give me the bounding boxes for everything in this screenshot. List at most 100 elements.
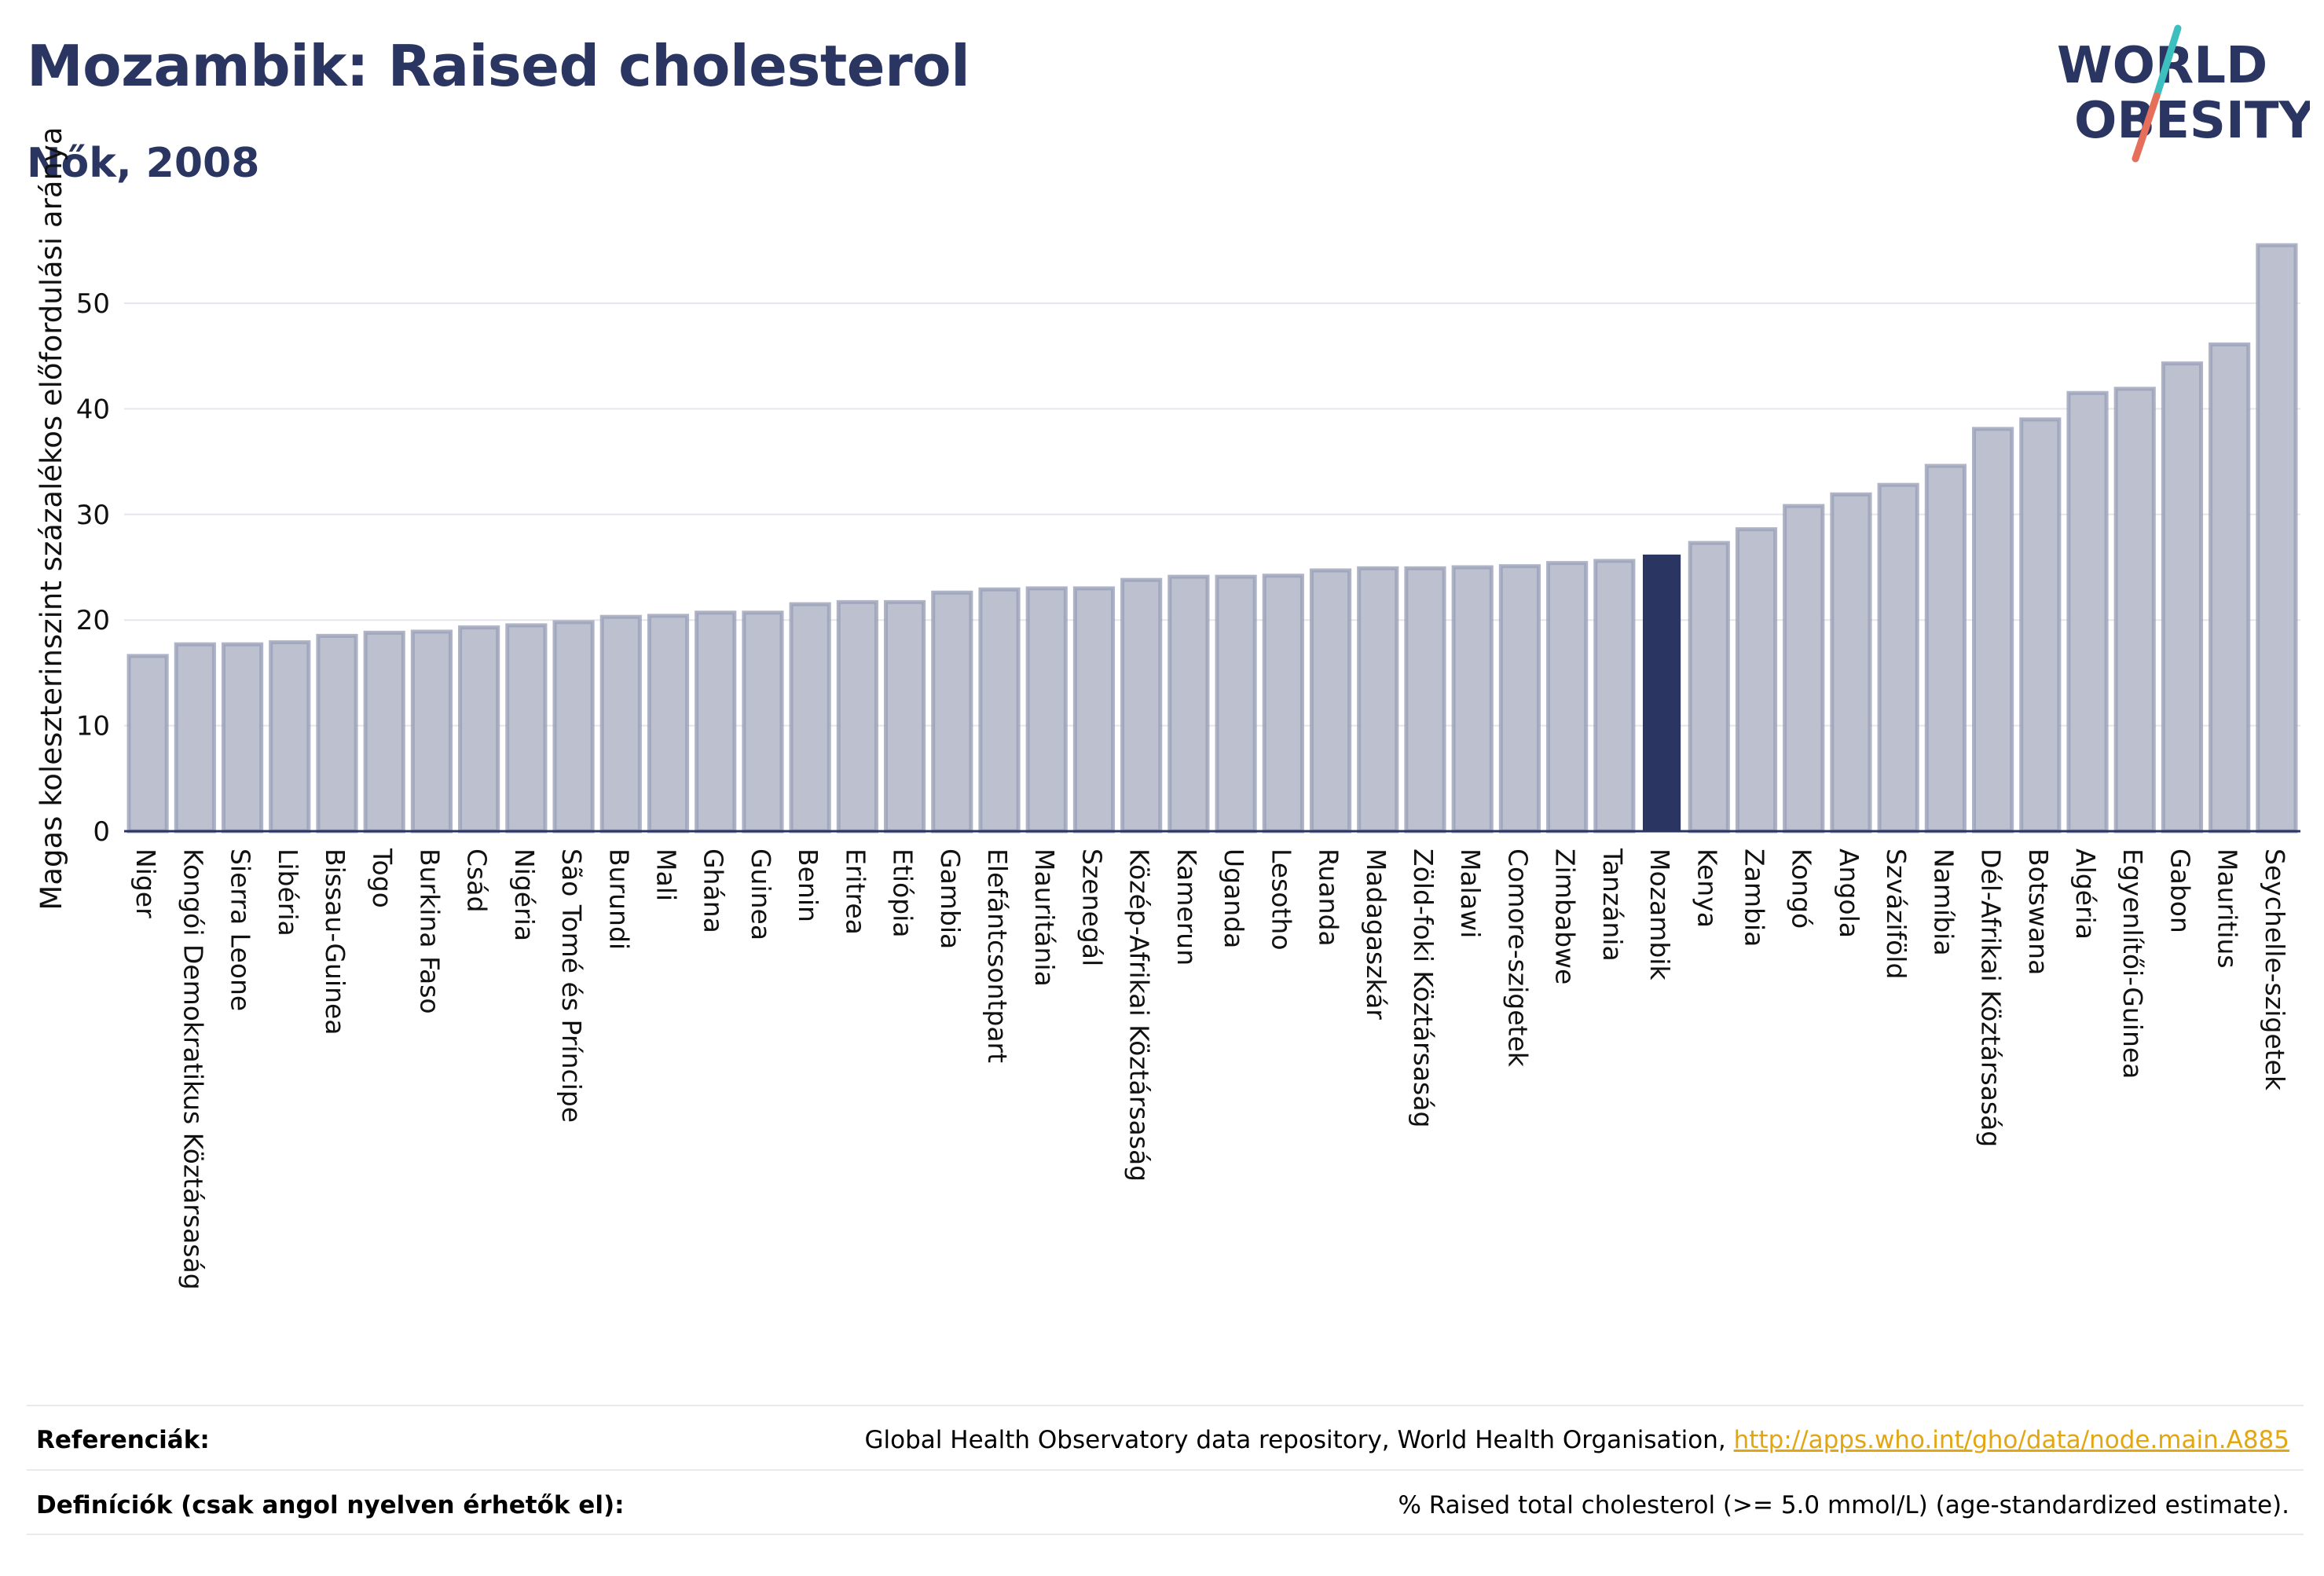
bar-10 [552,620,595,834]
definitions-value: % Raised total cholesterol (>= 5.0 mmol/… [1398,1491,2289,1519]
bar-39 [1924,464,1967,834]
chart-title: Mozambik: Raised cholesterol [27,33,970,99]
x-tick-label-38: Szváziföld [1881,848,1912,979]
bar-25 [1262,574,1304,834]
x-tick-label-41: Botswana [2023,848,2054,975]
y-tick-label-0: 0 [93,816,110,848]
x-tick-labels: Niger Kongói Demokratikus Köztársaság Sier… [130,848,2290,1290]
y-tick-label-40: 40 [76,394,110,425]
bar-27 [1357,566,1399,834]
x-tick-label-14: Guinea [746,848,776,940]
bar-30 [1498,564,1541,834]
world-obesity-logo: WORLD OBESITY [2057,24,2310,163]
x-tick-label-32: Tanzánia [1597,848,1628,962]
y-tick-label-30: 30 [76,500,110,531]
x-tick-label-2: Kongói Demokratikus Köztársaság [178,848,208,1290]
x-tick-label-37: Angola [1834,848,1864,938]
y-axis-label: Magas koleszterinszint százalékos előfor… [35,126,68,910]
bar-40 [1972,427,2014,834]
references-label: Referenciák: [36,1426,210,1454]
x-tick-label-43: Egyenlítői-Guinea [2117,848,2148,1079]
x-tick-label-44: Gabon [2165,848,2195,933]
x-tick-label-10: São Tomé és Príncipe [556,848,587,1123]
bar-35 [1735,527,1778,834]
bar-16 [836,599,878,834]
x-tick-label-15: Benin [793,848,823,922]
bar-1 [126,654,169,834]
y-tick-label-20: 20 [76,605,110,636]
bar-24 [1215,574,1257,834]
x-tick-label-35: Zambia [1739,848,1770,947]
x-tick-label-36: Kongó [1787,848,1817,929]
bar-3 [221,642,264,834]
x-tick-label-23: Kamerun [1171,848,1202,966]
bars [126,243,2298,834]
x-tick-label-39: Namíbia [1928,848,1959,956]
references-link[interactable]: http://apps.who.int/gho/data/node.main.A… [1733,1426,2289,1454]
bar-46 [2256,243,2298,834]
chart-subtitle: Nők, 2008 [27,140,260,187]
x-tick-label-31: Zimbabwe [1550,848,1581,984]
bar-33 [1642,554,1681,831]
x-tick-label-3: Sierra Leone [225,848,256,1011]
bar-19 [978,587,1021,834]
x-tick-label-26: Ruanda [1314,848,1344,947]
x-tick-label-4: Libéria [273,848,303,936]
x-tick-label-25: Lesotho [1266,848,1296,951]
logo-slash-top [2153,24,2182,100]
x-tick-label-24: Uganda [1219,848,1249,948]
bar-36 [1783,504,1825,834]
bar-15 [789,602,831,834]
x-tick-label-28: Zöld-foki Köztársaság [1408,848,1439,1127]
x-tick-label-6: Togo [367,848,398,908]
x-tick-label-17: Etiópia [888,848,918,938]
x-tick-label-46: Seychelle-szigetek [2260,848,2290,1091]
bar-18 [931,590,973,834]
x-tick-label-19: Elefántcsontpart [982,848,1013,1063]
bar-6 [363,630,405,834]
x-tick-label-9: Nigéria [509,848,540,941]
bar-37 [1830,492,1872,834]
bar-4 [269,640,311,834]
footer-divider-middle [27,1469,2304,1471]
x-tick-label-21: Szenegál [1076,848,1107,966]
bar-45 [2209,342,2251,834]
bar-22 [1120,577,1163,834]
bar-42 [2066,390,2109,834]
bar-28 [1404,566,1446,834]
x-tick-label-30: Comore-szigetek [1502,848,1533,1068]
x-tick-label-13: Ghána [698,848,729,933]
x-tick-label-11: Burundi [603,848,634,950]
logo-slash-bottom [2132,92,2161,163]
footer-divider-bottom [27,1534,2304,1535]
x-tick-label-22: Közép-Afrikai Köztársaság [1124,848,1155,1182]
bar-26 [1309,568,1352,834]
bar-12 [647,614,690,834]
footer-divider-top [27,1405,2304,1406]
x-tick-label-40: Dél-Afrikai Köztársaság [1976,848,2007,1147]
y-tick-label-10: 10 [76,711,110,742]
y-tick-labels: 0 10 20 30 40 50 [76,288,110,848]
x-tick-label-45: Mauritius [2212,848,2243,969]
references-value: Global Health Observatory data repositor… [865,1426,2289,1454]
bar-41 [2019,417,2062,834]
y-tick-label-50: 50 [76,288,110,320]
x-tick-label-5: Bissau-Guinea [320,848,350,1035]
bar-14 [742,610,784,834]
bar-11 [599,614,642,834]
bar-8 [458,625,500,834]
x-tick-label-16: Eritrea [840,848,871,935]
x-tick-label-7: Burkina Faso [414,848,445,1014]
bar-2 [174,642,216,834]
x-tick-label-42: Algéria [2070,848,2101,940]
x-tick-label-29: Malawi [1455,848,1486,938]
logo-text-obesity: OBESITY [2074,92,2310,150]
x-tick-label-8: Csád [462,848,493,912]
bar-5 [316,633,358,834]
bar-17 [884,599,926,834]
x-tick-label-1: Niger [130,848,161,918]
bar-38 [1877,482,1919,834]
bar-43 [2113,387,2156,834]
x-tick-label-12: Mali [651,848,682,901]
bar-9 [505,623,548,834]
